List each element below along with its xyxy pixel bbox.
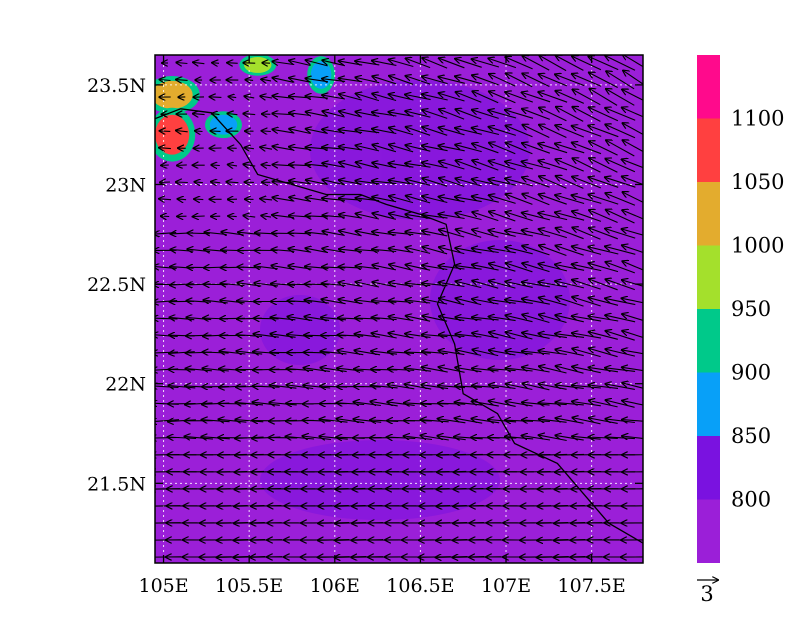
shading-patch — [260, 440, 500, 520]
colorbar-swatch — [697, 500, 720, 564]
lat-tick-label: 22N — [105, 374, 146, 396]
wind-vector — [177, 165, 187, 166]
colorbar-label: 950 — [731, 297, 771, 321]
lon-tick-label: 105.5E — [215, 575, 283, 597]
colorbar-swatch — [697, 246, 720, 310]
lat-tick-label: 21.5N — [87, 473, 146, 495]
wind-vector — [254, 318, 279, 319]
colorbar-swatch — [697, 309, 720, 373]
wind-vector — [188, 233, 210, 234]
wind-vector — [176, 182, 188, 183]
wind-vector — [193, 216, 205, 217]
colorbar-swatch — [697, 436, 720, 500]
lon-tick-label: 107.5E — [557, 575, 625, 597]
colorbar-label: 1050 — [731, 170, 784, 194]
wind-vector — [210, 97, 222, 98]
lon-tick-label: 106E — [310, 575, 360, 597]
reference-vector: 3 — [697, 580, 718, 606]
lat-tick-label: 23.5N — [87, 75, 146, 97]
wind-vector — [246, 80, 254, 81]
lat-tick-label: 22.5N — [87, 274, 146, 296]
wind-vector — [211, 131, 221, 132]
high-value-area — [244, 57, 271, 73]
lon-tick-label: 107E — [481, 575, 531, 597]
colorbar-swatch — [697, 55, 720, 119]
colorbar-label: 900 — [731, 361, 771, 385]
colorbar-swatch — [697, 119, 720, 183]
colorbar-swatch — [697, 182, 720, 246]
wind-vector — [227, 63, 238, 64]
colorbar-swatch — [697, 373, 720, 437]
wind-vector — [194, 199, 203, 200]
colorbar: 800 850 900 950 1000 1050 1100 — [697, 55, 784, 563]
wind-vector — [211, 165, 220, 166]
wind-vector — [195, 131, 203, 132]
wind-vector — [228, 216, 237, 217]
wind-vector — [262, 131, 271, 132]
shading-patch — [260, 295, 340, 365]
colorbar-label: 1100 — [731, 107, 784, 131]
reference-vector-label: 3 — [700, 582, 713, 606]
lon-tick-label: 105E — [138, 575, 188, 597]
lon-tick-label: 106.5E — [386, 575, 454, 597]
lat-tick-label: 23N — [105, 174, 146, 196]
wind-vector — [160, 131, 171, 132]
colorbar-label: 850 — [731, 424, 771, 448]
colorbar-label: 800 — [731, 488, 771, 512]
wind-vector — [304, 352, 330, 353]
colorbar-label: 1000 — [731, 234, 784, 258]
wind-vector — [212, 63, 219, 64]
